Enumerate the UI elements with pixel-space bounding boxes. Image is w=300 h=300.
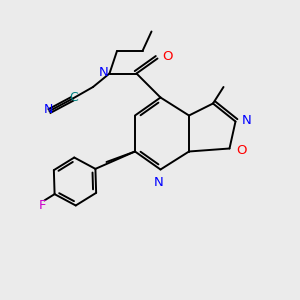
Text: N: N (154, 176, 164, 189)
Text: C: C (69, 91, 78, 104)
Text: N: N (43, 103, 53, 116)
Text: O: O (236, 143, 247, 157)
Text: N: N (98, 65, 108, 79)
Text: O: O (162, 50, 172, 64)
Text: F: F (39, 199, 46, 212)
Text: N: N (242, 113, 252, 127)
